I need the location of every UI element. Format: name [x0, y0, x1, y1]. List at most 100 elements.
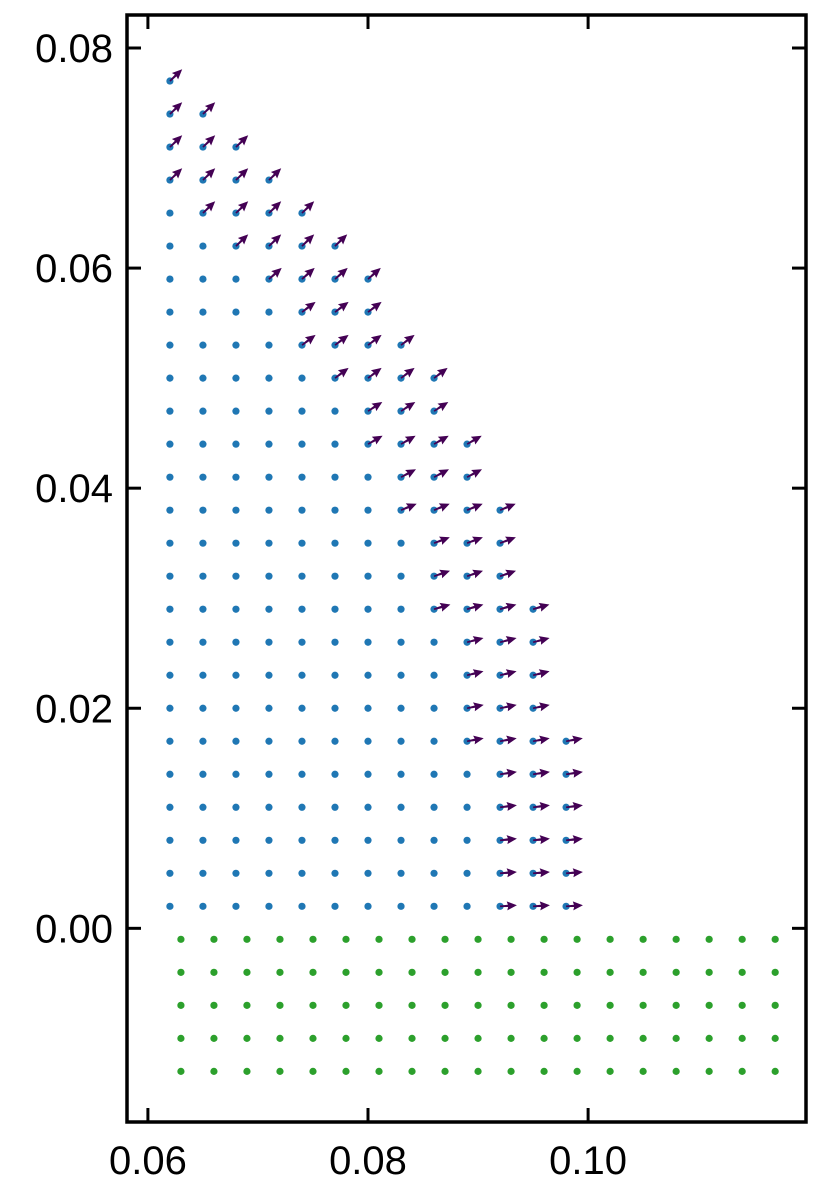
point [463, 638, 471, 646]
point [606, 1001, 614, 1009]
point [166, 374, 174, 382]
point [606, 935, 614, 943]
point [573, 1001, 581, 1009]
arrow [433, 569, 450, 579]
point [276, 1034, 284, 1042]
point [364, 539, 372, 547]
point [397, 473, 405, 481]
point [540, 935, 548, 943]
arrow [334, 234, 348, 247]
point [331, 440, 339, 448]
point [639, 935, 647, 943]
point [232, 374, 240, 382]
point [474, 935, 482, 943]
point [364, 836, 372, 844]
point [298, 671, 306, 679]
point [441, 1001, 449, 1009]
point [463, 836, 471, 844]
point [177, 1034, 185, 1042]
point [232, 605, 240, 613]
point [540, 1034, 548, 1042]
point [496, 770, 504, 778]
point [606, 1067, 614, 1075]
point [265, 770, 273, 778]
arrow [433, 602, 451, 612]
point [540, 1067, 548, 1075]
point [441, 1067, 449, 1075]
point [496, 506, 504, 514]
point [474, 1001, 482, 1009]
point [276, 1067, 284, 1075]
point [199, 341, 207, 349]
point [507, 1001, 515, 1009]
arrow [169, 135, 183, 148]
point [309, 1001, 317, 1009]
arrow [268, 201, 282, 214]
point [331, 539, 339, 547]
point [331, 506, 339, 514]
point [430, 704, 438, 712]
point [166, 638, 174, 646]
point [199, 737, 207, 745]
point [309, 935, 317, 943]
arrow [533, 768, 550, 778]
arrow [202, 201, 216, 214]
point [408, 935, 416, 943]
x-tick-label: 0.10 [549, 1139, 627, 1183]
point [166, 209, 174, 217]
point [463, 770, 471, 778]
point [463, 902, 471, 910]
point [562, 869, 570, 877]
arrow [301, 301, 316, 313]
point [364, 605, 372, 613]
point [265, 572, 273, 580]
arrow [533, 802, 550, 811]
point [397, 836, 405, 844]
arrow [367, 402, 383, 412]
point [430, 803, 438, 811]
point [243, 1001, 251, 1009]
arrow [433, 503, 450, 512]
point [265, 308, 273, 316]
point [639, 1034, 647, 1042]
point [705, 1034, 713, 1042]
x-tick-label: 0.06 [109, 1139, 187, 1183]
arrow [301, 267, 315, 280]
arrow [532, 602, 550, 612]
point [430, 671, 438, 679]
point [166, 473, 174, 481]
point [507, 1034, 515, 1042]
arrow [566, 868, 583, 878]
point [265, 341, 273, 349]
point [474, 1067, 482, 1075]
y-tick-label: 0.04 [35, 467, 113, 511]
point [232, 671, 240, 679]
point [606, 1034, 614, 1042]
point [397, 539, 405, 547]
point [232, 704, 240, 712]
arrow [334, 334, 349, 346]
point [232, 572, 240, 580]
arrow [500, 835, 517, 845]
arrow [301, 234, 315, 247]
point [199, 539, 207, 547]
point [397, 572, 405, 580]
arrow [301, 334, 316, 346]
point [441, 968, 449, 976]
point [232, 308, 240, 316]
point [430, 605, 438, 613]
point [529, 803, 537, 811]
point [364, 704, 372, 712]
point [243, 935, 251, 943]
point [199, 638, 207, 646]
arrow [367, 301, 382, 313]
point [562, 803, 570, 811]
arrow [235, 135, 249, 148]
point [265, 803, 273, 811]
arrow [466, 569, 483, 579]
point [705, 1067, 713, 1075]
point [199, 671, 207, 679]
arrow [466, 503, 483, 512]
point [265, 737, 273, 745]
point [232, 440, 240, 448]
